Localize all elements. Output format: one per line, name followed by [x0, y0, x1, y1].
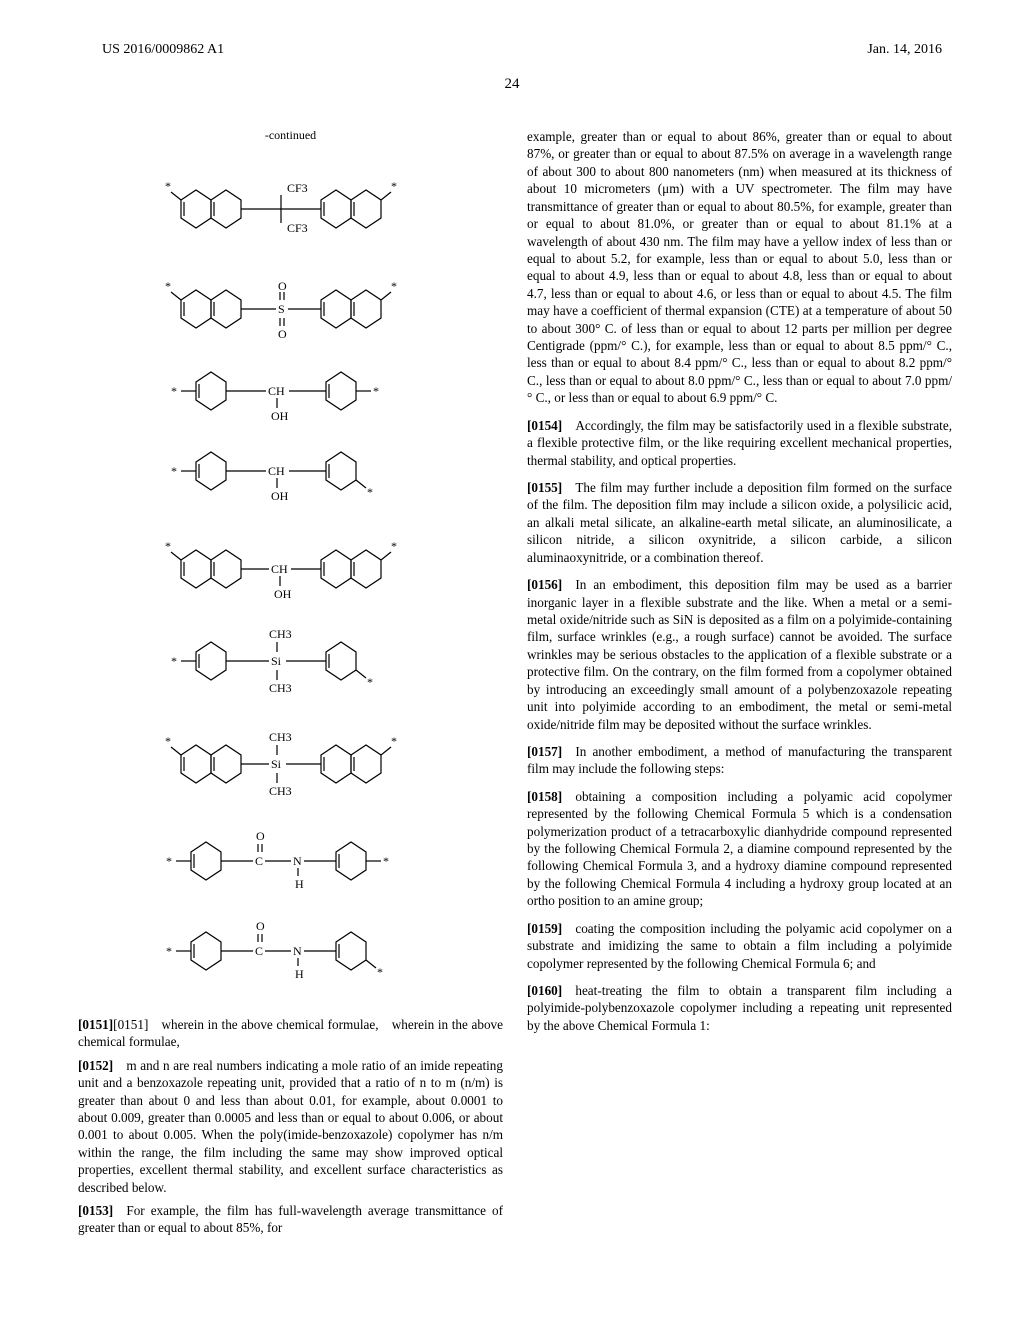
svg-text:*: *: [166, 854, 172, 868]
svg-text:*: *: [377, 965, 383, 979]
paragraph-0151: [0151][0151] wherein in the above chemic…: [78, 1016, 503, 1051]
svg-text:CH: CH: [268, 384, 285, 398]
paragraph-0159: [0159] coating the composition including…: [527, 920, 952, 972]
svg-text:N: N: [293, 944, 302, 958]
svg-text:*: *: [391, 734, 397, 748]
chem-svg: * CF3 CF3: [141, 150, 441, 1010]
svg-text:C: C: [255, 944, 263, 958]
svg-text:*: *: [165, 279, 171, 293]
header-date: Jan. 14, 2016: [867, 42, 942, 58]
svg-text:CH: CH: [271, 562, 288, 576]
svg-text:C: C: [255, 854, 263, 868]
svg-text:*: *: [383, 854, 389, 868]
svg-text:*: *: [367, 485, 373, 499]
paragraph-0153: [0153] For example, the film has full-wa…: [78, 1202, 503, 1237]
svg-text:*: *: [391, 539, 397, 553]
svg-text:OH: OH: [274, 587, 292, 601]
svg-text:CH3: CH3: [269, 730, 292, 744]
svg-text:CH3: CH3: [269, 681, 292, 695]
svg-text:Si: Si: [271, 757, 282, 771]
svg-text:*: *: [165, 539, 171, 553]
left-column: -continued *: [78, 128, 503, 1290]
continued-label: -continued: [78, 128, 503, 144]
svg-text:CF3: CF3: [287, 181, 308, 195]
svg-text:*: *: [391, 279, 397, 293]
paragraph-0153-cont: example, greater than or equal to about …: [527, 128, 952, 407]
svg-text:CH3: CH3: [269, 627, 292, 641]
svg-text:O: O: [256, 829, 265, 843]
svg-text:OH: OH: [271, 409, 289, 423]
svg-text:O: O: [278, 327, 287, 341]
svg-text:N: N: [293, 854, 302, 868]
two-column-layout: -continued *: [78, 128, 952, 1290]
svg-text:*: *: [171, 384, 177, 398]
paragraph-0152: [0152] m and n are real numbers indicati…: [78, 1057, 503, 1196]
right-column: example, greater than or equal to about …: [527, 128, 952, 1290]
paragraph-0157: [0157] In another embodiment, a method o…: [527, 743, 952, 778]
svg-text:OH: OH: [271, 489, 289, 503]
svg-text:Si: Si: [271, 654, 282, 668]
svg-text:H: H: [295, 967, 304, 981]
svg-text:O: O: [256, 919, 265, 933]
svg-text:O: O: [278, 279, 287, 293]
paragraph-0154: [0154] Accordingly, the film may be sati…: [527, 417, 952, 469]
page-number: 24: [0, 76, 1024, 93]
paragraph-0160: [0160] heat-treating the film to obtain …: [527, 982, 952, 1034]
page: US 2016/0009862 A1 Jan. 14, 2016 24 -con…: [0, 0, 1024, 1320]
svg-text:*: *: [165, 179, 171, 193]
svg-text:S: S: [278, 302, 285, 316]
svg-text:*: *: [165, 734, 171, 748]
header-patent-number: US 2016/0009862 A1: [102, 42, 224, 58]
svg-text:*: *: [367, 675, 373, 689]
svg-text:*: *: [171, 654, 177, 668]
svg-text:*: *: [373, 384, 379, 398]
svg-text:CH: CH: [268, 464, 285, 478]
svg-text:CF3: CF3: [287, 221, 308, 235]
chemical-structures: * CF3 CF3: [78, 150, 503, 1010]
svg-text:*: *: [391, 179, 397, 193]
paragraph-0156: [0156] In an embodiment, this deposition…: [527, 576, 952, 733]
svg-text:*: *: [171, 464, 177, 478]
paragraph-0155: [0155] The film may further include a de…: [527, 479, 952, 566]
svg-text:*: *: [166, 944, 172, 958]
svg-text:CH3: CH3: [269, 784, 292, 798]
svg-text:H: H: [295, 877, 304, 891]
paragraph-0158: [0158] obtaining a composition including…: [527, 788, 952, 910]
